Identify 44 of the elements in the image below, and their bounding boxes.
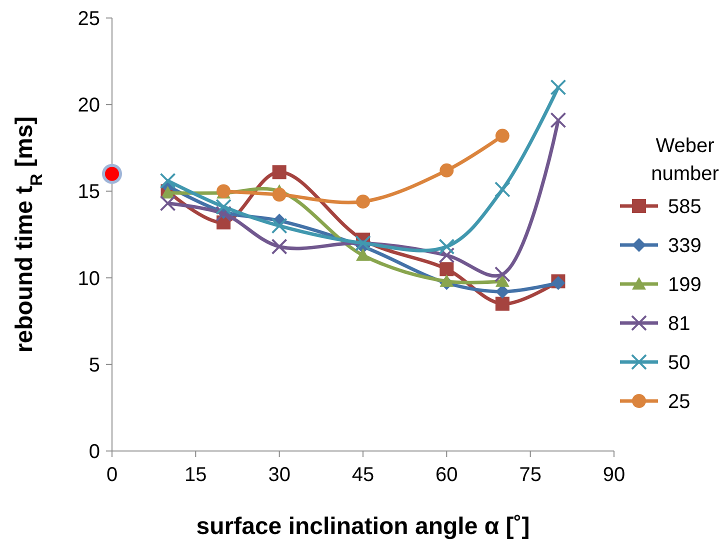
legend-label: 585 <box>668 196 702 218</box>
legend-label: 50 <box>668 352 690 374</box>
point <box>495 128 510 143</box>
point <box>495 274 510 287</box>
point <box>272 165 286 180</box>
legend-label: 199 <box>668 274 702 296</box>
point <box>550 79 566 96</box>
point <box>216 206 232 222</box>
x-tick-label: 15 <box>184 464 207 486</box>
point <box>160 195 176 212</box>
x-tick-label: 75 <box>519 464 542 486</box>
point <box>438 238 455 255</box>
point <box>438 247 455 264</box>
x-tick-label: 45 <box>352 464 374 486</box>
point <box>440 262 454 276</box>
y-tick-label: 10 <box>78 268 100 290</box>
y-tick-label: 15 <box>78 181 100 204</box>
y-tick-label: 25 <box>78 8 100 30</box>
y-tick-label: 5 <box>88 354 100 376</box>
point <box>494 266 510 282</box>
point <box>271 218 288 234</box>
point <box>272 188 286 202</box>
legend-label: 81 <box>668 313 690 335</box>
point <box>216 198 232 215</box>
legend-label: 339 <box>668 235 702 257</box>
point <box>495 296 510 311</box>
point <box>440 274 454 287</box>
point <box>550 112 566 128</box>
point <box>494 181 510 198</box>
point <box>356 194 370 209</box>
y-tick-label: 20 <box>78 94 100 117</box>
x-tick-label: 60 <box>436 464 458 486</box>
legend-title: Weber number <box>651 135 720 185</box>
x-tick-label: 0 <box>106 464 118 486</box>
point <box>356 248 370 261</box>
point <box>440 163 454 178</box>
point <box>271 238 288 255</box>
point <box>495 284 510 299</box>
x-tick-label: 90 <box>602 464 626 486</box>
y-tick-label: 0 <box>88 441 100 463</box>
x-axis-title: surface inclination angle α [˚] <box>196 513 530 540</box>
x-tick-label: 30 <box>268 464 290 486</box>
point <box>160 172 176 189</box>
legend-label: 25 <box>668 391 690 413</box>
